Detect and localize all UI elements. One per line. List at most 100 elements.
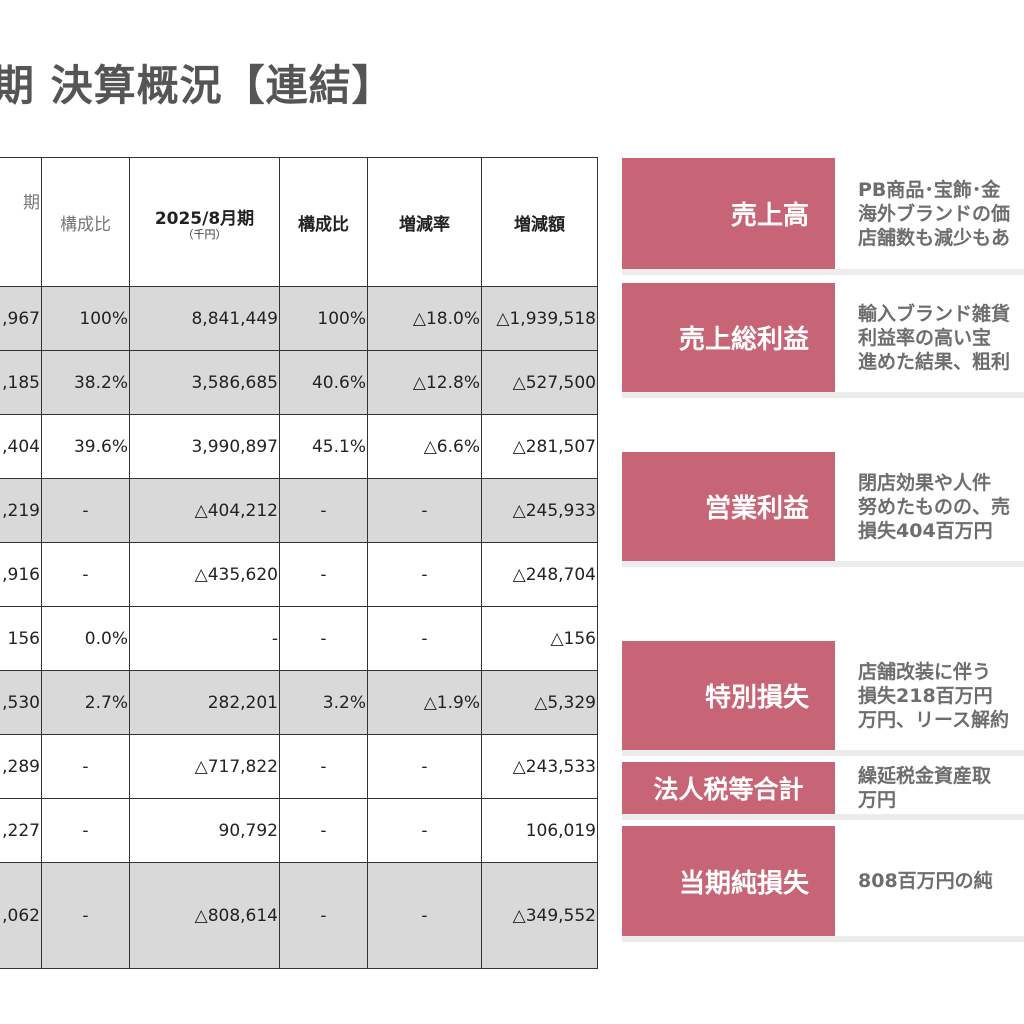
commentary-card: 当期純損失 808百万円の純 [622, 826, 1024, 942]
table-cell: ,185 [0, 350, 42, 415]
column-header-label: 増減額 [514, 214, 565, 235]
table-cell: ,404 [0, 414, 42, 479]
table-cell: △156 [481, 606, 598, 671]
table-cell: - [41, 862, 130, 969]
column-header-prev-ratio: 構成比 [41, 157, 130, 287]
table-cell: 45.1% [279, 414, 368, 479]
table-cell: △6.6% [367, 414, 482, 479]
card-label: 営業利益 [622, 452, 835, 561]
table-cell: - [367, 798, 482, 863]
table-cell: △717,822 [129, 734, 280, 799]
table-cell: △248,704 [481, 542, 598, 607]
table-cell: - [367, 734, 482, 799]
table-cell: ,219 [0, 478, 42, 543]
table-row: ,289- △717,822- - △243,533 [0, 734, 598, 799]
column-header-current-ratio: 構成比 [279, 157, 368, 287]
column-header-unit: （千円） [182, 227, 227, 241]
page-title: 期 決算概況【連結】 [0, 61, 395, 110]
table-row: ,404 39.6% 3,990,897 45.1% △6.6% △281,507 [0, 414, 598, 479]
table-cell: - [367, 862, 482, 969]
card-text-line: PB商品･宝飾･金 [858, 178, 1001, 201]
table-cell: △349,552 [481, 862, 598, 969]
card-text: 808百万円の純 [858, 826, 1024, 936]
card-text-line: 進めた結果、粗利 [858, 350, 1011, 373]
card-text-line: 海外ブランドの価 [858, 202, 1011, 225]
table-header-row: 期 構成比 2025/8月期 （千円） 構成比 増減率 増減額 [0, 157, 598, 287]
table-cell: - [41, 542, 130, 607]
column-header-change-rate: 増減率 [367, 157, 482, 287]
table-cell: - [279, 862, 368, 969]
table-cell: 100% [41, 286, 130, 351]
card-text-line: 繰延税金資産取 [858, 765, 992, 787]
table-cell: ,967 [0, 286, 42, 351]
card-shadow [622, 814, 1024, 820]
table-cell: 2.7% [41, 670, 130, 735]
column-header-label: 増減率 [399, 214, 450, 235]
table-row: ,916- △435,620- - △248,704 [0, 542, 598, 607]
table-cell: 40.6% [279, 350, 368, 415]
card-text-line: 万円、リース解約 [858, 708, 1010, 731]
table-cell: △5,329 [481, 670, 598, 735]
card-text-line: 808百万円の純 [858, 870, 993, 892]
table-cell: △18.0% [367, 286, 482, 351]
table-cell: ,289 [0, 734, 42, 799]
table-cell: △243,533 [481, 734, 598, 799]
table-cell: △281,507 [481, 414, 598, 479]
card-text-line: 努めたものの、売 [858, 495, 1011, 518]
card-shadow [622, 392, 1024, 398]
card-text: 輸入ブランド雑貨 利益率の高い宝 進めた結果、粗利 [858, 283, 1024, 392]
table-cell: △1.9% [367, 670, 482, 735]
table-cell: 106,019 [481, 798, 598, 863]
column-header-current-period: 2025/8月期 （千円） [129, 157, 280, 287]
card-text-line: 輸入ブランド雑貨 [858, 302, 1011, 325]
table-cell: 0.0% [41, 606, 130, 671]
card-text-line: 万円 [858, 789, 897, 811]
table-cell: - [367, 478, 482, 543]
card-text: PB商品･宝飾･金 海外ブランドの価 店舗数も減少もあ [858, 158, 1024, 269]
table-cell: ,916 [0, 542, 42, 607]
table-cell: 3,586,685 [129, 350, 280, 415]
table-cell: - [41, 734, 130, 799]
table-cell: △12.8% [367, 350, 482, 415]
card-text-line: 損失404百万円 [858, 519, 993, 542]
table-cell: - [279, 478, 368, 543]
column-header-label: 2025/8月期 [154, 208, 255, 229]
card-label: 当期純損失 [622, 826, 835, 936]
table-row: ,530 2.7% 282,201 3.2% △1.9% △5,329 [0, 670, 598, 735]
table-body: ,967 100% 8,841,449 100% △18.0% △1,939,518,18… [0, 286, 598, 969]
table-cell: △808,614 [129, 862, 280, 969]
table-cell: - [367, 606, 482, 671]
card-text-line: 店舗改装に伴う [858, 660, 992, 683]
table-cell: 3.2% [279, 670, 368, 735]
table-cell: ,227 [0, 798, 42, 863]
table-cell: 38.2% [41, 350, 130, 415]
table-row: 156 0.0% - - - △156 [0, 606, 598, 671]
table-cell: 90,792 [129, 798, 280, 863]
table-cell: - [279, 542, 368, 607]
card-label: 特別損失 [622, 641, 835, 750]
table-row: ,185 38.2% 3,586,685 40.6% △12.8% △527,500 [0, 350, 598, 415]
card-text-line: 損失218百万円 [858, 684, 993, 707]
table-cell: ,530 [0, 670, 42, 735]
card-shadow [622, 936, 1024, 942]
card-label: 売上総利益 [622, 283, 835, 392]
table-row: ,967 100% 8,841,449 100% △18.0% △1,939,518 [0, 286, 598, 351]
commentary-card: 法人税等合計 繰延税金資産取 万円 [622, 762, 1024, 820]
table-cell: △1,939,518 [481, 286, 598, 351]
table-cell: △404,212 [129, 478, 280, 543]
card-shadow [622, 269, 1024, 275]
table-row: ,062- △808,614- - △349,552 [0, 862, 598, 969]
table-row: ,227-90,792- -106,019 [0, 798, 598, 863]
card-text: 閉店効果や人件 努めたものの、売 損失404百万円 [858, 452, 1024, 561]
commentary-card: 売上総利益 輸入ブランド雑貨 利益率の高い宝 進めた結果、粗利 [622, 283, 1024, 398]
column-header-label: 期 [23, 193, 40, 213]
table-cell: 8,841,449 [129, 286, 280, 351]
table-cell: △527,500 [481, 350, 598, 415]
commentary-card: 営業利益 閉店効果や人件 努めたものの、売 損失404百万円 [622, 452, 1024, 567]
card-shadow [622, 561, 1024, 567]
column-header-change-amount: 増減額 [481, 157, 598, 287]
card-text-line: 利益率の高い宝 [858, 326, 992, 349]
table-cell: 3,990,897 [129, 414, 280, 479]
table-cell: - [279, 734, 368, 799]
table-cell: ,062 [0, 862, 42, 969]
